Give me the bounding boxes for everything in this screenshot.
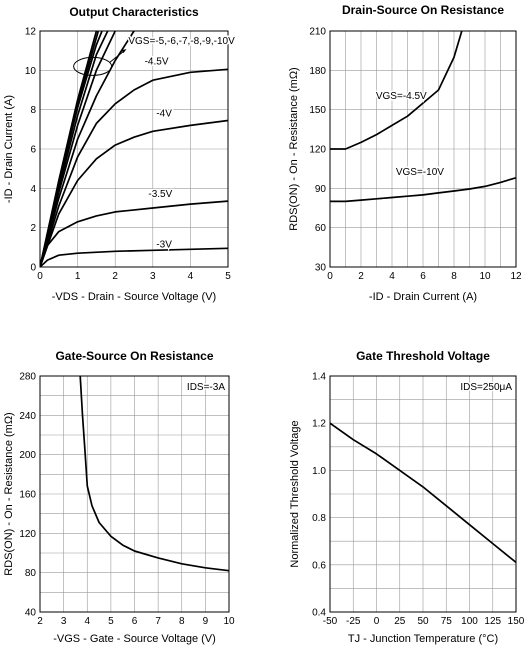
series-label: -3.5V — [148, 189, 172, 200]
y-axis-label: -ID - Drain Current (A) — [3, 95, 15, 203]
y-tick-label: 0.6 — [312, 560, 326, 571]
x-tick-label: 2 — [358, 271, 364, 282]
y-tick-label: 0 — [30, 263, 36, 274]
x-tick-label: 50 — [417, 616, 429, 627]
y-axis-label: RDS(ON) - On - Resistance (mΩ) — [3, 412, 15, 575]
x-tick-label: 2 — [112, 271, 118, 282]
y-tick-label: 150 — [309, 105, 326, 116]
x-tick-label: 10 — [479, 271, 491, 282]
x-tick-label: 4 — [84, 616, 90, 627]
chart-4: -50 -25 0 25 50 75 100 125 150 0.4 0.6 0.8 1.0 1.2 1.4… — [289, 349, 525, 645]
plot-frame — [39, 375, 230, 613]
series-line — [40, 119, 228, 267]
y-tick-label: 240 — [19, 411, 36, 422]
y-tick-label: 210 — [309, 27, 326, 38]
y-tick-label: 8 — [30, 105, 36, 116]
series-line — [40, 247, 228, 267]
y-tick-label: 280 — [19, 372, 36, 383]
x-tick-label: 125 — [484, 616, 501, 627]
chart-3: 2 3 4 5 6 7 8 9 10 40 80 120 160 200 240 280 Gate-Source… — [3, 349, 235, 645]
x-tick-label: 7 — [155, 616, 161, 627]
x-tick-label: 0 — [374, 616, 380, 627]
plot-frame — [329, 375, 517, 613]
series-label: -4V — [156, 109, 172, 120]
x-tick-label: 5 — [108, 616, 114, 627]
chart-title: Gate-Source On Resistance — [55, 349, 213, 363]
series-line — [330, 31, 463, 150]
x-tick-label: 9 — [203, 616, 209, 627]
chart-2: 0 2 4 6 8 10 12 30 60 90 120 150 180 210 Drain-Source … — [288, 3, 522, 303]
y-axis-label: RDS(ON) - On - Resistance (mΩ) — [288, 67, 300, 230]
x-axis-label: -VDS - Drain - Source Voltage (V) — [52, 291, 216, 303]
y-tick-label: 30 — [315, 263, 327, 274]
y-axis-label: Normalized Threshold Voltage — [289, 420, 301, 567]
x-tick-label: 3 — [61, 616, 67, 627]
series-label: -4.5V — [145, 56, 169, 67]
x-tick-label: 5 — [225, 271, 231, 282]
x-axis-label: -ID - Drain Current (A) — [369, 291, 477, 303]
y-tick-label: 4 — [30, 184, 36, 195]
x-tick-label: 3 — [150, 271, 156, 282]
x-tick-label: 25 — [394, 616, 406, 627]
chart-title: Gate Threshold Voltage — [356, 349, 490, 363]
x-tick-label: 6 — [420, 271, 426, 282]
series-line — [40, 200, 228, 267]
series-line — [40, 68, 228, 267]
y-tick-label: 12 — [25, 27, 37, 38]
y-tick-label: 180 — [309, 66, 326, 77]
x-tick-label: 4 — [389, 271, 395, 282]
y-tick-label: 120 — [309, 145, 326, 156]
y-tick-label: 80 — [25, 568, 37, 579]
curve-group-ellipse — [73, 56, 113, 76]
y-tick-label: 90 — [315, 184, 327, 195]
annotation-arrow — [109, 50, 125, 63]
x-tick-label: 10 — [223, 616, 235, 627]
series-label: VGS=-10V — [396, 167, 444, 178]
x-axis-label: -VGS - Gate - Source Voltage (V) — [53, 633, 216, 645]
chart-title: Drain-Source On Resistance — [342, 3, 504, 17]
x-tick-label: 4 — [188, 271, 194, 282]
y-tick-label: 160 — [19, 490, 36, 501]
series-label: -3V — [156, 239, 172, 250]
x-tick-label: -25 — [346, 616, 361, 627]
x-tick-label: 2 — [37, 616, 43, 627]
x-tick-label: 100 — [461, 616, 478, 627]
chart-title: Output Characteristics — [69, 5, 199, 19]
x-tick-label: 8 — [451, 271, 457, 282]
y-tick-label: 2 — [30, 223, 36, 234]
x-tick-label: 75 — [441, 616, 453, 627]
x-tick-label: 150 — [508, 616, 525, 627]
series-line — [330, 176, 516, 203]
x-tick-label: 0 — [327, 271, 333, 282]
x-tick-label: 0 — [37, 271, 43, 282]
x-tick-label: 12 — [510, 271, 522, 282]
y-tick-label: 6 — [30, 145, 36, 156]
y-tick-label: 200 — [19, 450, 36, 461]
x-tick-label: -50 — [323, 616, 338, 627]
x-axis-label: TJ - Junction Temperature (°C) — [348, 633, 498, 645]
y-tick-label: 40 — [25, 608, 37, 619]
series-line — [40, 31, 98, 267]
condition-label: IDS=250μA — [460, 382, 512, 393]
y-tick-label: 1.4 — [312, 372, 326, 383]
series-label: VGS=-4.5V — [376, 91, 427, 102]
x-tick-label: 1 — [75, 271, 81, 282]
y-tick-label: 10 — [25, 66, 37, 77]
y-tick-label: 0.4 — [312, 608, 326, 619]
x-tick-label: 8 — [179, 616, 185, 627]
vgs-group-label: VGS=-5,-6,-7,-8,-9,-10V — [128, 36, 235, 47]
y-tick-label: 120 — [19, 529, 36, 540]
series-line — [330, 422, 516, 564]
y-tick-label: 1.0 — [312, 466, 326, 477]
condition-label: IDS=-3A — [187, 382, 225, 393]
y-tick-label: 0.8 — [312, 513, 326, 524]
series-line — [79, 376, 229, 572]
x-tick-label: 6 — [132, 616, 138, 627]
y-tick-label: 1.2 — [312, 419, 326, 430]
arrow-head-icon — [121, 49, 127, 54]
y-tick-label: 60 — [315, 223, 327, 234]
